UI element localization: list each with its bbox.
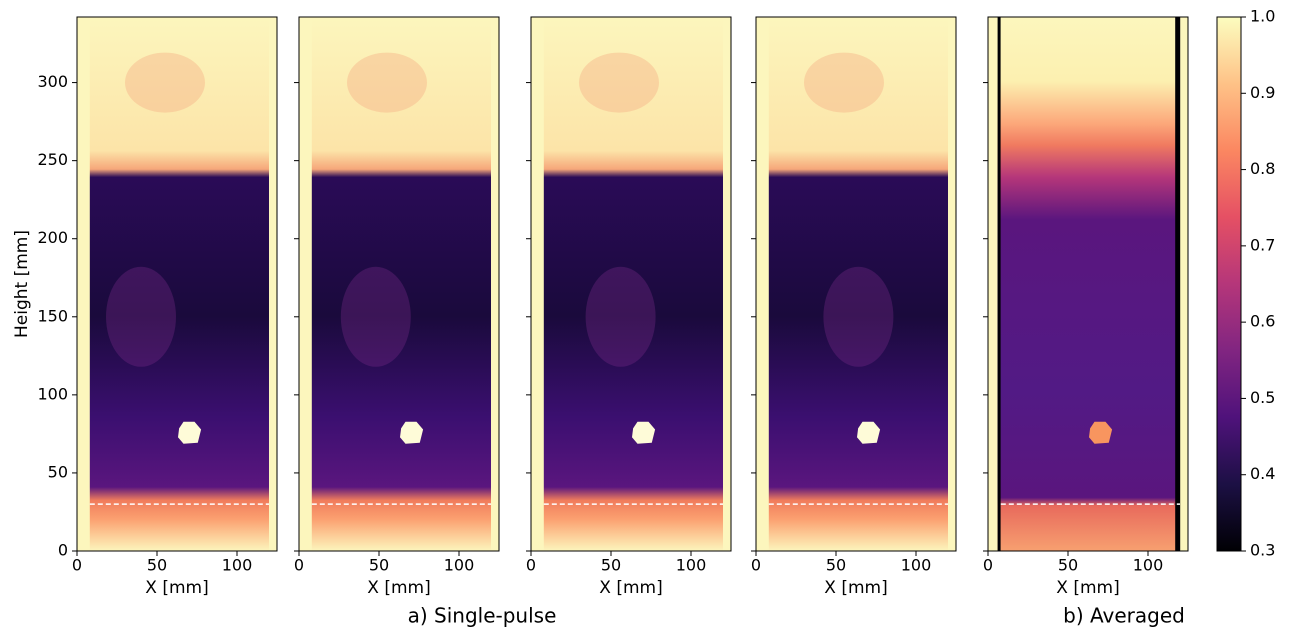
x-tick-label: 0	[294, 556, 304, 575]
x-tick-label: 100	[1133, 556, 1164, 575]
x-axis-label: X [mm]	[367, 578, 430, 598]
y-tick-label: 300	[37, 72, 68, 91]
colorbar-tick-label: 0.4	[1250, 464, 1275, 483]
image-edge	[1175, 17, 1180, 551]
image-cloud	[586, 267, 656, 367]
y-tick-label: 250	[37, 150, 68, 169]
x-tick-label: 0	[751, 556, 761, 575]
x-tick-label: 50	[147, 556, 167, 575]
figure: a) Single-pulse b) Averaged 0 50 100 X [mm]…	[0, 0, 1297, 633]
x-tick-label: 100	[901, 556, 932, 575]
image-field	[998, 17, 1177, 551]
x-axis-label: X [mm]	[1056, 578, 1119, 598]
colorbar-tick-label: 0.7	[1250, 235, 1275, 254]
x-tick-label: 100	[676, 556, 707, 575]
colorbar-tick-label: 0.9	[1250, 83, 1275, 102]
x-tick-label: 0	[72, 556, 82, 575]
colorbar	[1217, 17, 1241, 551]
image-cloud	[823, 267, 893, 367]
caption: b) Averaged	[1063, 604, 1185, 628]
x-tick-label: 50	[601, 556, 621, 575]
x-tick-label: 100	[222, 556, 253, 575]
colorbar-tick-label: 1.0	[1250, 7, 1275, 26]
x-axis-label: X [mm]	[145, 578, 208, 598]
colorbar-tick-label: 0.8	[1250, 159, 1275, 178]
caption: a) Single-pulse	[408, 604, 557, 628]
colorbar-tick-label: 0.3	[1250, 541, 1275, 560]
x-tick-label: 0	[526, 556, 536, 575]
image-edge	[998, 17, 1001, 551]
y-tick-label: 200	[37, 228, 68, 247]
image-cloud	[106, 267, 176, 367]
x-tick-label: 50	[826, 556, 846, 575]
y-tick-label: 50	[48, 462, 68, 481]
y-tick-label: 100	[37, 384, 68, 403]
x-axis-label: X [mm]	[599, 578, 662, 598]
y-axis-label: Height [mm]	[12, 230, 32, 338]
colorbar-tick-label: 0.5	[1250, 388, 1275, 407]
y-tick-label: 0	[58, 541, 68, 560]
x-tick-label: 50	[1058, 556, 1078, 575]
image-plume	[125, 53, 205, 113]
image-plume	[804, 53, 884, 113]
x-tick-label: 100	[444, 556, 475, 575]
image-plume	[347, 53, 427, 113]
image-cloud	[341, 267, 411, 367]
x-tick-label: 0	[983, 556, 993, 575]
y-tick-label: 150	[37, 306, 68, 325]
x-tick-label: 50	[369, 556, 389, 575]
x-axis-label: X [mm]	[824, 578, 887, 598]
colorbar-tick-label: 0.6	[1250, 312, 1275, 331]
image-plume	[579, 53, 659, 113]
